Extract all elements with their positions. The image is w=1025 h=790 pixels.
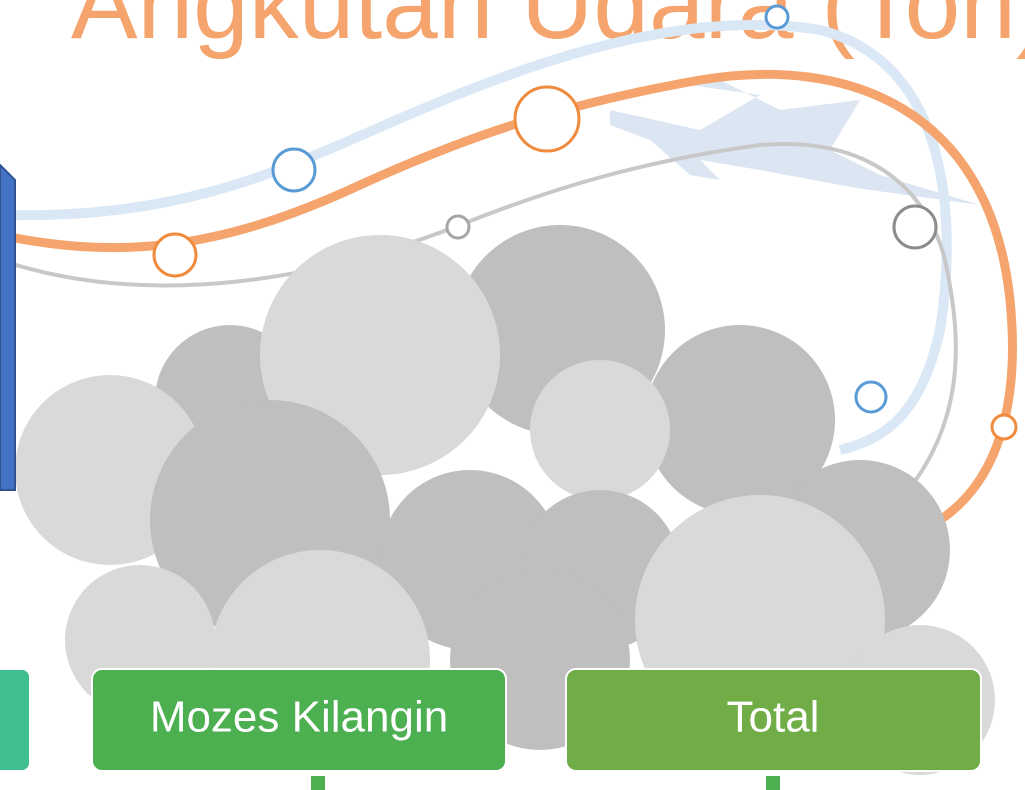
box-label: Total [727, 693, 820, 742]
node [854, 380, 888, 414]
connector [311, 776, 325, 790]
side-shape [0, 163, 16, 491]
node [764, 4, 790, 30]
slide-title: Angkutan Udara (Ton) [71, 0, 1025, 60]
node [271, 147, 317, 193]
box-label: Mozes Kilangin [150, 693, 448, 742]
cloud [15, 225, 995, 775]
node [513, 85, 581, 153]
node [892, 204, 938, 250]
box [91, 668, 507, 772]
node [152, 232, 198, 278]
curve-gray [0, 141, 958, 502]
box [0, 668, 31, 772]
node [445, 214, 471, 240]
connector [766, 776, 780, 790]
node [990, 413, 1018, 441]
box [565, 668, 982, 772]
curve-orange [0, 69, 1017, 524]
